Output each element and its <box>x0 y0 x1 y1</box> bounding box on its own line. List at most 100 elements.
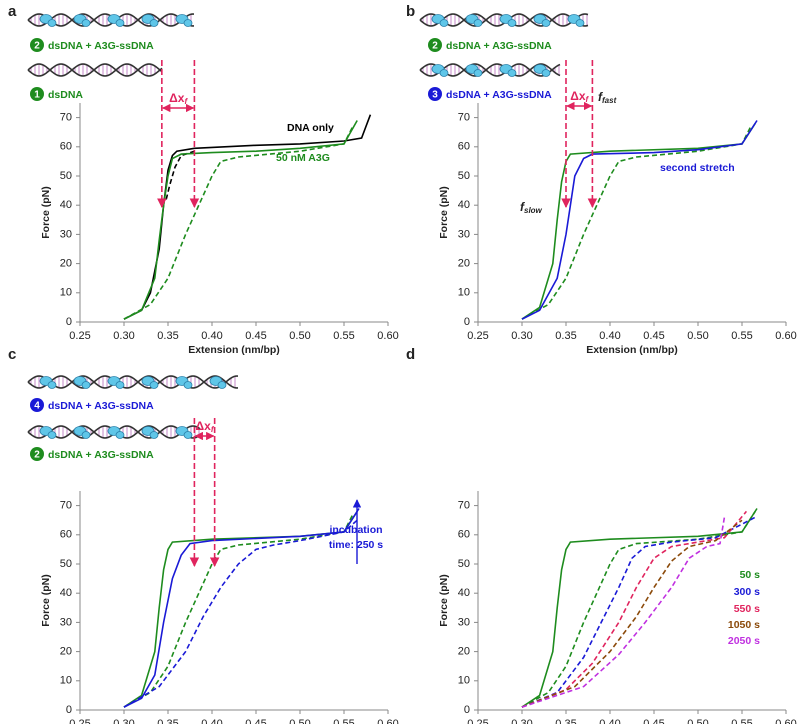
x-tick-label: 0.60 <box>775 718 796 724</box>
force-curve <box>521 510 756 708</box>
delta-label: Δxf <box>196 419 215 434</box>
force-curve <box>521 510 748 708</box>
force-curve <box>521 519 743 708</box>
force-subscript: slow <box>524 206 543 215</box>
delta-label: Δxf <box>570 89 589 104</box>
x-tick-label: 0.25 <box>467 718 488 724</box>
step-badge <box>30 398 44 412</box>
construct-label: dsDNA <box>48 89 83 101</box>
x-axis-title: Extension (nm/bp) <box>586 344 678 356</box>
y-tick-label: 70 <box>458 112 470 124</box>
y-tick-label: 10 <box>60 675 72 687</box>
delta-subscript: f <box>184 97 188 106</box>
y-tick-label: 10 <box>458 287 470 299</box>
y-tick-label: 50 <box>60 170 72 182</box>
x-tick-label: 0.55 <box>333 718 354 724</box>
annotation: time: 250 s <box>329 539 383 551</box>
y-tick-label: 60 <box>60 529 72 541</box>
step-number: 4 <box>34 401 40 412</box>
y-tick-label: 60 <box>458 141 470 153</box>
x-tick-label: 0.45 <box>643 718 664 724</box>
a3g-protein <box>183 19 193 27</box>
y-axis-title: Force (pN) <box>40 574 52 627</box>
a3g-protein <box>541 69 551 77</box>
y-tick-label: 70 <box>458 500 470 512</box>
force-label: ffast <box>598 90 617 105</box>
x-tick-label: 0.30 <box>511 330 532 342</box>
y-axis-title: Force (pN) <box>438 186 450 239</box>
y-tick-label: 40 <box>458 199 470 211</box>
y-tick-label: 60 <box>458 529 470 541</box>
force-curve <box>123 519 358 708</box>
x-tick-label: 0.55 <box>731 718 752 724</box>
dna-strand <box>27 63 163 77</box>
a3g-protein <box>47 381 57 389</box>
step-number: 3 <box>432 90 438 101</box>
y-tick-label: 40 <box>458 587 470 599</box>
a3g-protein <box>183 381 193 389</box>
y-tick-label: 30 <box>458 228 470 240</box>
delta-subscript: f <box>586 95 590 104</box>
a3g-protein <box>149 381 159 389</box>
step-number: 2 <box>432 41 438 52</box>
a3g-protein <box>575 19 585 27</box>
y-tick-label: 0 <box>66 316 72 328</box>
x-tick-label: 0.50 <box>687 718 708 724</box>
step-badge <box>30 38 44 52</box>
force-curve <box>165 150 195 200</box>
a3g-protein <box>541 19 551 27</box>
y-axis-title: Force (pN) <box>438 574 450 627</box>
a3g-protein <box>115 19 125 27</box>
y-tick-label: 10 <box>458 675 470 687</box>
x-tick-label: 0.30 <box>511 718 532 724</box>
y-tick-label: 0 <box>464 704 470 716</box>
y-tick-label: 50 <box>60 558 72 570</box>
series-label: 50 nM A3G <box>276 152 330 164</box>
a3g-protein <box>47 19 57 27</box>
delta-subscript: f <box>211 425 215 434</box>
construct-label: dsDNA + A3G-ssDNA <box>446 89 552 101</box>
annotation: incubation <box>329 524 382 536</box>
force-curve <box>521 508 758 708</box>
a3g-protein <box>81 431 91 439</box>
a3g-protein <box>473 69 483 77</box>
x-tick-label: 0.40 <box>599 330 620 342</box>
dna-strand <box>27 375 239 389</box>
force-curve <box>521 126 752 320</box>
x-tick-label: 0.45 <box>245 718 266 724</box>
force-symbol: f <box>520 200 525 214</box>
step-badge <box>30 447 44 461</box>
x-tick-label: 0.50 <box>289 330 310 342</box>
step-number: 1 <box>34 90 40 101</box>
panel-letter: d <box>406 346 415 363</box>
a3g-protein <box>439 69 449 77</box>
x-tick-label: 0.25 <box>69 718 90 724</box>
y-tick-label: 70 <box>60 500 72 512</box>
x-tick-label: 0.30 <box>113 330 134 342</box>
a3g-protein <box>473 19 483 27</box>
y-tick-label: 30 <box>60 616 72 628</box>
panel-letter: a <box>8 3 17 20</box>
dna-strand <box>27 375 239 389</box>
series-label: 2050 s <box>728 635 760 647</box>
force-curve <box>521 517 726 708</box>
x-tick-label: 0.35 <box>157 330 178 342</box>
force-curve <box>123 510 358 708</box>
series-label: 300 s <box>734 586 760 598</box>
a3g-protein <box>149 19 159 27</box>
x-tick-label: 0.40 <box>599 718 620 724</box>
series-label: 50 s <box>740 569 761 581</box>
force-curve <box>123 514 354 708</box>
series-label: DNA only <box>287 122 334 134</box>
force-label: fslow <box>520 200 543 215</box>
y-axis-title: Force (pN) <box>40 186 52 239</box>
y-tick-label: 50 <box>458 170 470 182</box>
panel: a 2 dsDNA + A3G-ssDNA 1 dsDNA 0.25 0.30 0.35 0.4… <box>8 3 399 356</box>
series-label: 550 s <box>734 603 760 615</box>
y-tick-label: 20 <box>458 258 470 270</box>
force-curve <box>521 516 756 708</box>
x-tick-label: 0.25 <box>69 330 90 342</box>
force-curve <box>521 120 758 320</box>
step-badge <box>428 87 442 101</box>
